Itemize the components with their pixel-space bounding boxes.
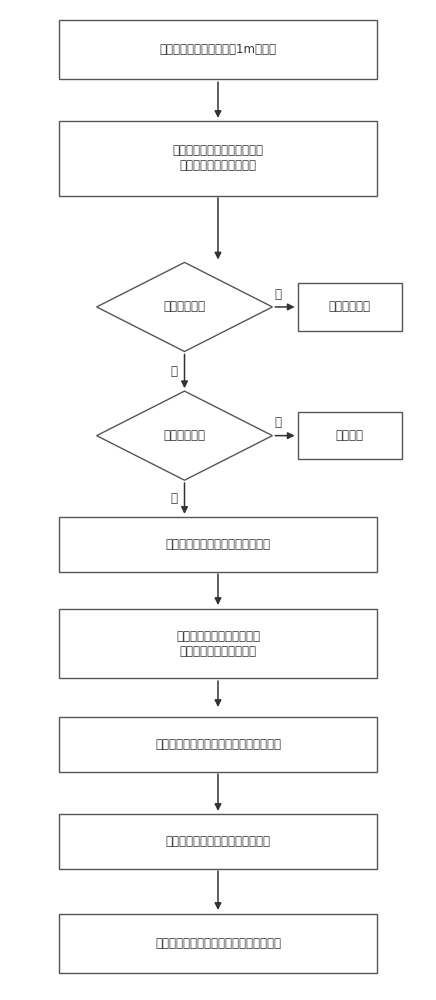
Polygon shape bbox=[97, 391, 272, 480]
FancyBboxPatch shape bbox=[297, 412, 402, 459]
FancyBboxPatch shape bbox=[59, 914, 377, 973]
Text: 通过双目视觉获取障碍物信息
（形状、高度、尺寸等）: 通过双目视觉获取障碍物信息 （形状、高度、尺寸等） bbox=[173, 144, 263, 172]
Text: 进入绕障流程: 进入绕障流程 bbox=[329, 300, 371, 313]
Polygon shape bbox=[97, 262, 272, 352]
Text: 控制机器人前进同时控制后支臂向前旋转: 控制机器人前进同时控制后支臂向前旋转 bbox=[155, 738, 281, 751]
FancyBboxPatch shape bbox=[59, 814, 377, 869]
Text: 控制机器人精确停靠在障碍物前方: 控制机器人精确停靠在障碍物前方 bbox=[166, 538, 270, 551]
FancyBboxPatch shape bbox=[297, 283, 402, 331]
Text: 否: 否 bbox=[170, 365, 177, 378]
Text: 是: 是 bbox=[170, 492, 177, 505]
Text: 控制前支臂和后支臂同时向后旋转: 控制前支臂和后支臂同时向后旋转 bbox=[166, 835, 270, 848]
FancyBboxPatch shape bbox=[59, 517, 377, 572]
Text: 否: 否 bbox=[274, 416, 281, 429]
Text: 是否可绕障？: 是否可绕障？ bbox=[164, 300, 205, 313]
Text: 停车报警: 停车报警 bbox=[336, 429, 364, 442]
Text: 是: 是 bbox=[274, 288, 281, 301]
FancyBboxPatch shape bbox=[59, 717, 377, 772]
Text: 控制机器人前支臂向前旋转
同时控制后支臂向后旋转: 控制机器人前支臂向前旋转 同时控制后支臂向后旋转 bbox=[176, 630, 260, 658]
Text: 控制机器人前进同时收起前支臂和后支臂: 控制机器人前进同时收起前支臂和后支臂 bbox=[155, 937, 281, 950]
FancyBboxPatch shape bbox=[59, 121, 377, 196]
FancyBboxPatch shape bbox=[59, 20, 377, 79]
FancyBboxPatch shape bbox=[59, 609, 377, 678]
Text: 机器人运动到距离障碍物1m范围内: 机器人运动到距离障碍物1m范围内 bbox=[160, 43, 276, 56]
Text: 是否可翻越？: 是否可翻越？ bbox=[164, 429, 205, 442]
